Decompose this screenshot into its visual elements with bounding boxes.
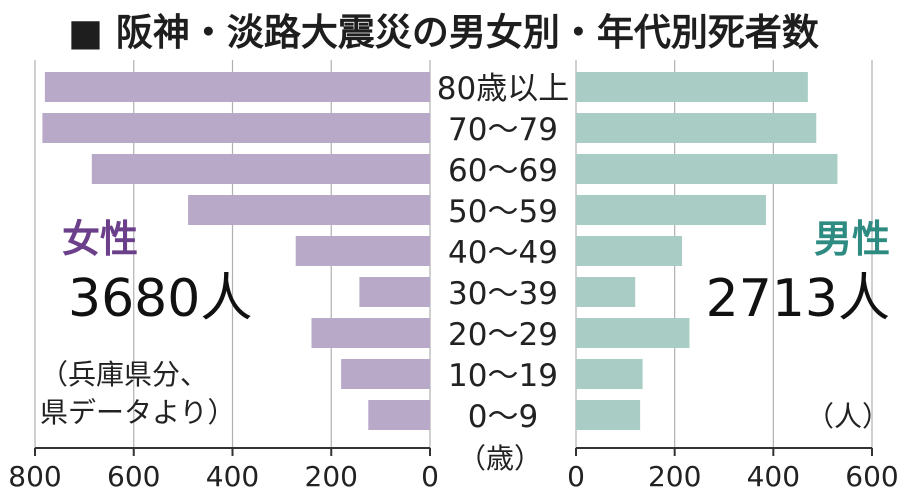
age-category-label: 70～79 [448,112,558,148]
female-tick-label: 600 [107,460,160,493]
age-unit-label: （歳） [458,442,542,475]
male-tick-label: 400 [747,460,800,493]
age-category-label: 30～39 [448,276,558,312]
chart-title: ■ 阪神・淡路大震災の男女別・年代別死者数 [68,11,819,54]
female-tick-label: 400 [206,460,259,493]
female-tick-label: 200 [305,460,358,493]
female-tick-label: 800 [8,460,61,493]
female-bars [42,72,430,430]
male-bar [576,236,683,266]
age-category-label: 60～69 [448,153,558,189]
source-note-line1: （兵庫県分、 [40,358,208,391]
female-bar [44,72,430,102]
age-labels: 80歳以上 70～79 60～69 50～59 40～49 30～39 20～29 10～19… [437,71,569,435]
male-bar [576,318,690,348]
female-bar [311,318,430,348]
age-category-label: 20～29 [448,317,558,353]
age-category-label: 50～59 [448,194,558,230]
male-label: 男性 [814,217,890,261]
female-bar [42,113,430,143]
male-bar [576,400,641,430]
age-category-label: 10～19 [448,358,558,394]
age-category-label: 40～49 [448,235,558,271]
male-bar [576,72,808,102]
male-tick-label: 600 [845,460,898,493]
male-bar [576,113,817,143]
count-unit-label: （人） [806,400,890,433]
male-bar [576,359,643,389]
male-tick-label: 0 [567,460,585,493]
male-bar [576,195,766,225]
male-tick-label: 200 [648,460,701,493]
female-bar [341,359,430,389]
female-bar [188,195,430,225]
male-bars [576,72,838,430]
male-bar [576,154,838,184]
female-label: 女性 [62,217,138,261]
age-category-label: 80歳以上 [437,71,569,107]
source-note-line2: 県データより） [40,396,235,429]
male-axis-ticks: 0 200 400 600 [567,448,899,493]
female-bar [368,400,430,430]
male-total: 2713人 [706,269,890,329]
female-bar [295,236,430,266]
age-category-label: 0～9 [468,399,538,435]
female-total: 3680人 [68,269,252,329]
female-bar [359,277,430,307]
male-bar [576,277,636,307]
female-bar [91,154,430,184]
female-axis-ticks: 800 600 400 200 0 [8,448,439,493]
female-tick-label: 0 [421,460,439,493]
